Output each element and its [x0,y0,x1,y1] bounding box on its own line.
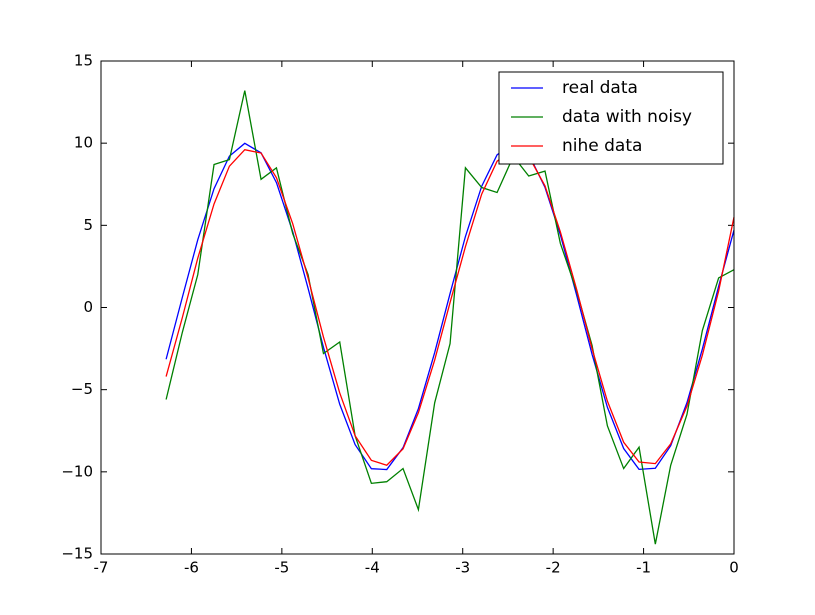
x-tick-label: -2 [546,559,561,577]
series-line [165,148,735,467]
plot-frame [100,60,735,555]
legend-label: nihe data [562,136,642,156]
x-tick-label: 0 [729,559,739,577]
y-tick-label: −5 [71,380,93,398]
x-tick-label: -6 [184,559,199,577]
y-tick-label: −10 [61,462,93,480]
y-tick-label: 5 [83,216,93,234]
y-tick-label: −15 [61,545,93,563]
x-tick-label: -5 [274,559,289,577]
y-tick-label: 0 [83,298,93,316]
y-tick-label: 10 [74,134,93,152]
legend-box [498,71,724,165]
x-tick-label: -7 [94,559,109,577]
series-line [165,142,735,471]
x-tick-label: -4 [365,559,380,577]
x-tick-label: -1 [636,559,651,577]
series-line [165,90,735,545]
legend-label: real data [562,78,638,98]
y-tick-label: 15 [74,52,93,70]
legend-label: data with noisy [562,107,692,127]
x-tick-label: -3 [455,559,470,577]
